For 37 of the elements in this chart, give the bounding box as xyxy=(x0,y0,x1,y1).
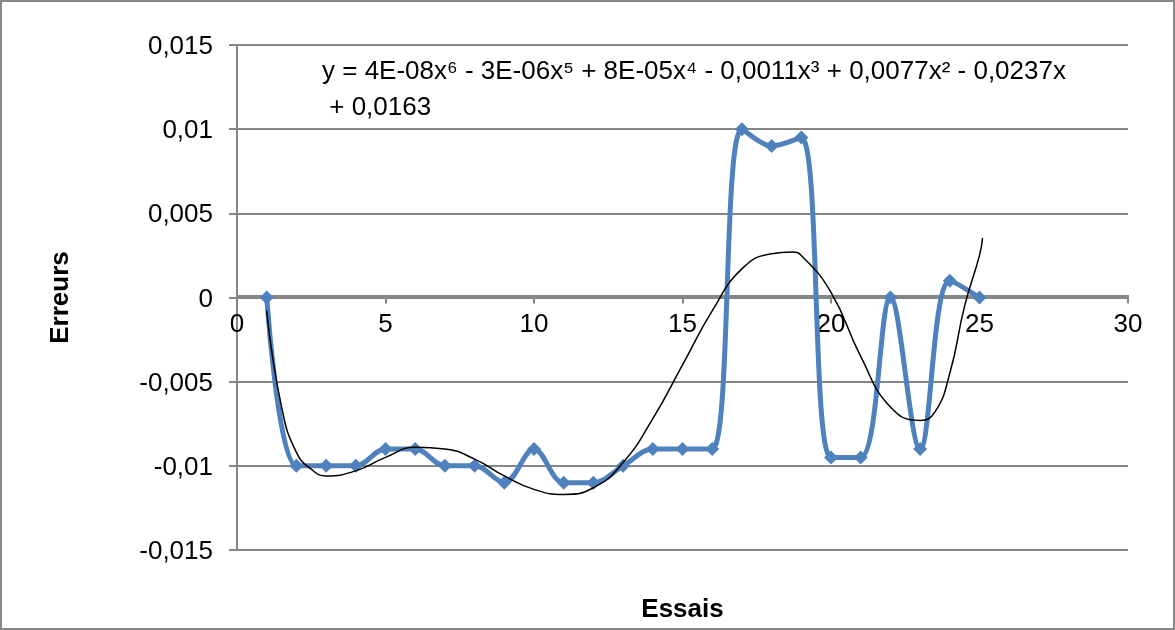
x-tick-label: 5 xyxy=(378,307,393,338)
x-tick-label: 30 xyxy=(1113,307,1143,338)
point xyxy=(467,458,482,473)
annotation: y = 4E-08x⁶ - 3E-06x⁵ + 8E-05x⁴ - 0,0011x³ + 0,0077x² - 0,0237x + 0,0163 xyxy=(322,55,1066,121)
x-tick-label: 10 xyxy=(519,307,549,338)
x-axis-title: Essais xyxy=(641,593,724,623)
point xyxy=(437,458,452,473)
x-tick-label: 15 xyxy=(668,307,697,338)
point xyxy=(497,475,512,490)
x-tick-label: 0 xyxy=(229,307,245,338)
point xyxy=(527,442,541,456)
point xyxy=(764,139,779,153)
y-tick-label: -0,005 xyxy=(139,366,213,397)
y-tick-label: 0,015 xyxy=(147,30,213,60)
point xyxy=(289,458,304,473)
x-tick-label: 20 xyxy=(816,307,846,338)
point xyxy=(883,290,898,305)
point xyxy=(586,475,601,490)
point xyxy=(705,442,720,456)
point xyxy=(734,122,749,137)
y-tick-label: -0,015 xyxy=(139,535,213,565)
point xyxy=(378,442,393,456)
point xyxy=(556,475,571,490)
y-tick-label: -0,01 xyxy=(153,450,213,481)
y-tick-label: 0,005 xyxy=(147,198,213,229)
point xyxy=(675,442,690,456)
point xyxy=(942,273,957,288)
x-tick-label: 25 xyxy=(965,307,994,338)
point xyxy=(259,290,274,305)
point xyxy=(824,450,838,465)
y-tick-label: 0 xyxy=(198,282,213,313)
point xyxy=(794,130,809,145)
y-tick-label: 0,01 xyxy=(162,114,213,145)
point xyxy=(972,290,987,305)
y-axis-title: Erreurs xyxy=(44,251,74,344)
point xyxy=(913,442,928,456)
point xyxy=(645,442,660,456)
